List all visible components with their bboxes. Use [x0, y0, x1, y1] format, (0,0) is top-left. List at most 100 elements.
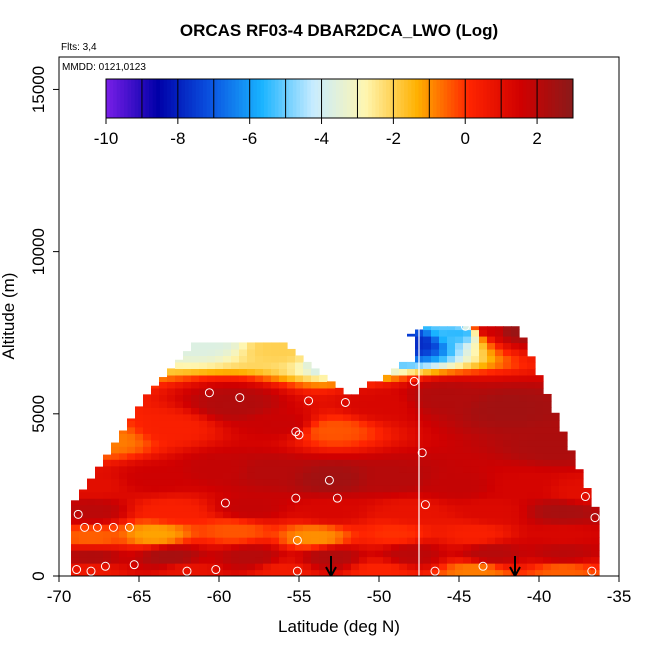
heatmap-cell [575, 472, 584, 480]
heatmap-cell [391, 569, 400, 576]
heatmap-cell [295, 498, 304, 506]
heatmap-cell [487, 326, 496, 331]
colorbar-segment [134, 79, 139, 118]
heatmap-cell [543, 420, 552, 428]
heatmap-cell [455, 342, 464, 350]
heatmap-cell [391, 400, 400, 408]
heatmap-cell [551, 452, 560, 460]
heatmap-cell [191, 400, 200, 408]
heatmap-cell [215, 504, 224, 512]
heatmap-cell [431, 394, 440, 402]
heatmap-cell [119, 563, 128, 571]
heatmap-cell [575, 511, 584, 519]
heatmap-cell [551, 413, 560, 421]
heatmap-cell [431, 491, 440, 499]
heatmap-cell [399, 556, 408, 564]
heatmap-cell [343, 472, 352, 480]
heatmap-cell [319, 537, 328, 545]
heatmap-cell [95, 511, 104, 519]
heatmap-cell [351, 491, 360, 499]
heatmap-cell [391, 517, 400, 525]
heatmap-cell [207, 563, 216, 571]
heatmap-cell [351, 400, 360, 408]
heatmap-cell [295, 517, 304, 525]
heatmap-cell [575, 524, 584, 532]
heatmap-cell [135, 459, 144, 467]
heatmap-cell [447, 433, 456, 441]
heatmap-cell [551, 412, 560, 415]
heatmap-cell [455, 550, 464, 558]
heatmap-cell [367, 433, 376, 441]
heatmap-cell [319, 517, 328, 525]
heatmap-cell [119, 530, 128, 538]
heatmap-cell [335, 394, 344, 402]
heatmap-cell [79, 569, 88, 576]
y-tick-label: 5000 [29, 395, 48, 433]
heatmap-cell [455, 400, 464, 408]
heatmap-cell [183, 381, 192, 389]
heatmap-cell [551, 420, 560, 428]
heatmap-cell [559, 491, 568, 499]
heatmap-cell [231, 498, 240, 506]
heatmap-cell [135, 491, 144, 499]
colorbar-segment [242, 79, 247, 118]
heatmap-cell [455, 556, 464, 564]
heatmap-cell [495, 498, 504, 506]
heatmap-cell [343, 433, 352, 441]
heatmap-cell [335, 504, 344, 512]
colorbar-segment [407, 79, 412, 118]
heatmap-cell [463, 433, 472, 441]
heatmap-cell [399, 446, 408, 454]
heatmap-cell [255, 452, 264, 460]
colorbar-segment [192, 79, 197, 118]
sample-point [80, 522, 90, 532]
heatmap-cell [311, 569, 320, 576]
colorbar-segment [346, 79, 351, 118]
colorbar: -10 -8 -6 -4 -2 0 2 [94, 78, 574, 148]
heatmap-cell [391, 550, 400, 558]
heatmap-cell [207, 537, 216, 545]
sample-point [100, 561, 110, 571]
heatmap-cell [167, 459, 176, 467]
heatmap-cell [231, 537, 240, 545]
heatmap-cell [183, 426, 192, 434]
heatmap-cell [287, 407, 296, 415]
heatmap-cell [471, 387, 480, 395]
heatmap-cell [447, 355, 456, 363]
heatmap-cell [303, 556, 312, 564]
heatmap-cell [247, 374, 256, 382]
heatmap-cell [199, 491, 208, 499]
heatmap-cell [191, 355, 200, 363]
heatmap-cell [359, 420, 368, 428]
heatmap-cell [175, 381, 184, 389]
heatmap-cell [543, 446, 552, 454]
heatmap-cell [239, 342, 248, 350]
heatmap-cell [367, 381, 376, 389]
heatmap-cell [519, 426, 528, 434]
heatmap-cell [535, 465, 544, 473]
heatmap-cell [223, 569, 232, 576]
heatmap-cell [143, 426, 152, 434]
heatmap-cell [407, 504, 416, 512]
heatmap-cell [263, 504, 272, 512]
heatmap-cell [191, 407, 200, 415]
heatmap-cell [239, 504, 248, 512]
heatmap-cell [271, 569, 280, 576]
heatmap-cell [183, 439, 192, 447]
heatmap-cell [399, 400, 408, 408]
heatmap-cell [127, 485, 136, 493]
heatmap-cell [471, 439, 480, 447]
heatmap-cell [215, 511, 224, 519]
heatmap-cell [511, 368, 520, 376]
heatmap-cell [279, 537, 288, 545]
heatmap-cell [431, 335, 440, 344]
heatmap-cell [463, 329, 472, 337]
heatmap-cell [511, 537, 520, 545]
heatmap-cell [471, 329, 480, 337]
heatmap-cell [143, 413, 152, 421]
heatmap-cell [151, 400, 160, 408]
heatmap-cell [391, 530, 400, 538]
heatmap-cell [367, 504, 376, 512]
colorbar-segment [343, 79, 348, 118]
